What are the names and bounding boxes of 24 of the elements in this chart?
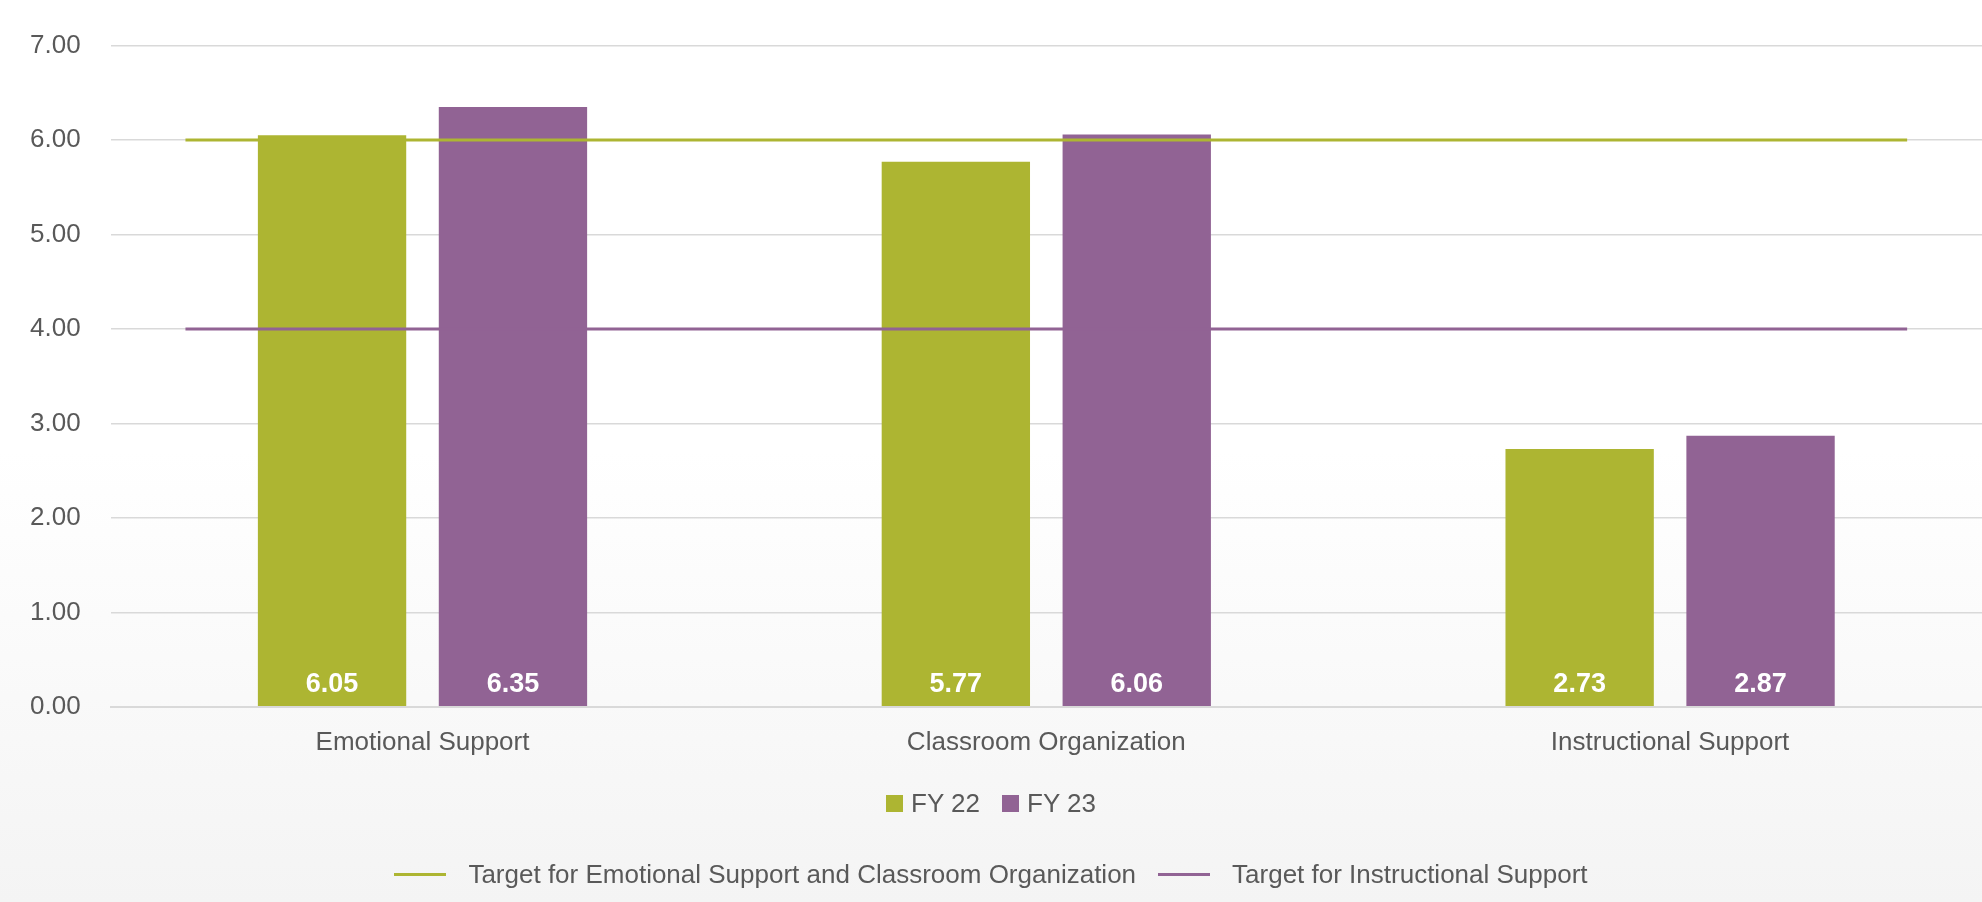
x-tick-label: Instructional Support	[1550, 725, 1791, 756]
legend-label: Target for Emotional Support and Classroom Organization	[468, 859, 1137, 890]
y-tick-label: 2.00	[29, 501, 81, 532]
data-label: 5.77	[929, 668, 983, 698]
data-label: 6.06	[1110, 668, 1164, 698]
x-tick-label: Emotional Support	[315, 725, 531, 756]
data-label: 2.73	[1553, 668, 1606, 698]
bar	[1505, 448, 1654, 707]
y-tick-label: 5.00	[29, 217, 81, 248]
data-label: 6.05	[305, 668, 359, 698]
x-tick-label: Classroom Organization	[906, 725, 1186, 756]
y-tick-label: 6.00	[29, 123, 81, 154]
data-label: 2.87	[1734, 668, 1787, 698]
y-tick-label: 0.00	[29, 689, 81, 720]
legend-label: Target for Instructional Support	[1232, 859, 1588, 890]
data-label: 6.35	[486, 668, 540, 698]
bar	[881, 161, 1031, 707]
y-tick-label: 7.00	[29, 28, 81, 59]
y-tick-label: 4.00	[29, 312, 81, 343]
y-tick-label: 3.00	[29, 406, 81, 437]
legend-label: FY 23	[1027, 788, 1096, 819]
bar	[1686, 435, 1835, 707]
legend-label: FY 22	[911, 788, 980, 819]
y-tick-label: 1.00	[29, 595, 81, 626]
